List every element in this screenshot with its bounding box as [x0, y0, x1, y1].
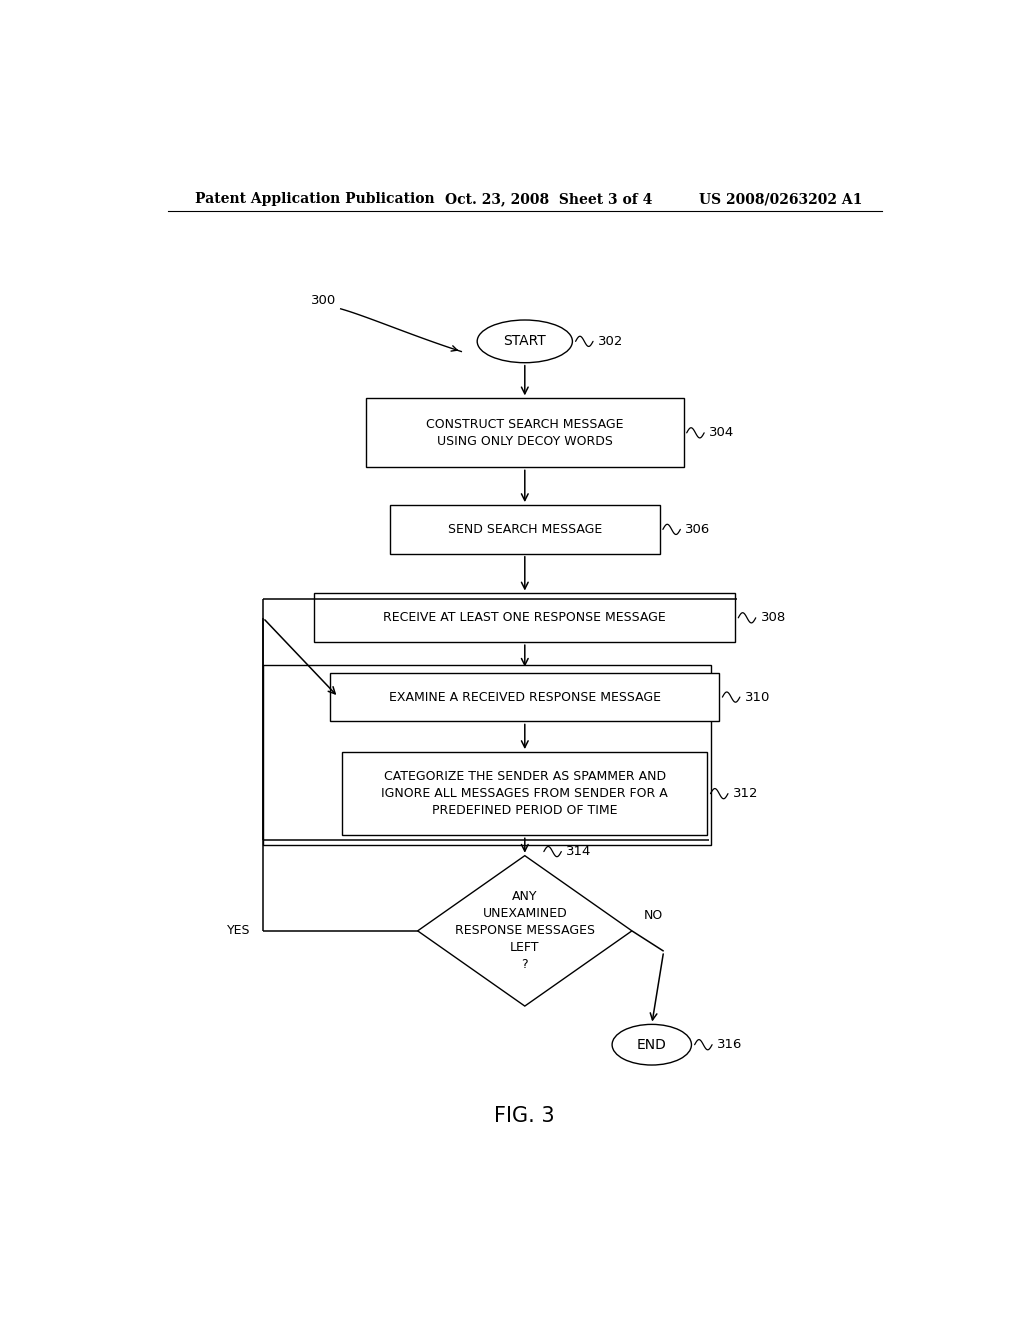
Text: ANY
UNEXAMINED
RESPONSE MESSAGES
LEFT
?: ANY UNEXAMINED RESPONSE MESSAGES LEFT ?: [455, 891, 595, 972]
Text: 304: 304: [709, 426, 734, 440]
Text: SEND SEARCH MESSAGE: SEND SEARCH MESSAGE: [447, 523, 602, 536]
Text: 302: 302: [598, 335, 624, 348]
Text: US 2008/0263202 A1: US 2008/0263202 A1: [699, 191, 863, 206]
Text: RECEIVE AT LEAST ONE RESPONSE MESSAGE: RECEIVE AT LEAST ONE RESPONSE MESSAGE: [383, 611, 667, 624]
Text: 308: 308: [761, 611, 785, 624]
Bar: [263, 664, 712, 846]
Bar: [314, 594, 735, 643]
Text: 300: 300: [310, 294, 336, 308]
Text: YES: YES: [227, 924, 251, 937]
Text: EXAMINE A RECEIVED RESPONSE MESSAGE: EXAMINE A RECEIVED RESPONSE MESSAGE: [389, 690, 660, 704]
Bar: [331, 673, 719, 722]
Text: START: START: [504, 334, 546, 348]
Text: 312: 312: [733, 787, 758, 800]
Bar: [367, 399, 684, 467]
Text: 310: 310: [744, 690, 770, 704]
Text: NO: NO: [644, 909, 664, 923]
Ellipse shape: [612, 1024, 691, 1065]
Bar: [390, 506, 659, 554]
Text: END: END: [637, 1038, 667, 1052]
Bar: [342, 752, 708, 836]
Ellipse shape: [477, 319, 572, 363]
Text: 314: 314: [566, 845, 592, 858]
Text: 306: 306: [685, 523, 711, 536]
Text: 316: 316: [717, 1039, 742, 1051]
Text: FIG. 3: FIG. 3: [495, 1106, 555, 1126]
Text: Patent Application Publication: Patent Application Publication: [196, 191, 435, 206]
Text: Oct. 23, 2008  Sheet 3 of 4: Oct. 23, 2008 Sheet 3 of 4: [445, 191, 653, 206]
Text: CONSTRUCT SEARCH MESSAGE
USING ONLY DECOY WORDS: CONSTRUCT SEARCH MESSAGE USING ONLY DECO…: [426, 418, 624, 447]
Polygon shape: [418, 855, 632, 1006]
Text: CATEGORIZE THE SENDER AS SPAMMER AND
IGNORE ALL MESSAGES FROM SENDER FOR A
PREDE: CATEGORIZE THE SENDER AS SPAMMER AND IGN…: [381, 770, 669, 817]
